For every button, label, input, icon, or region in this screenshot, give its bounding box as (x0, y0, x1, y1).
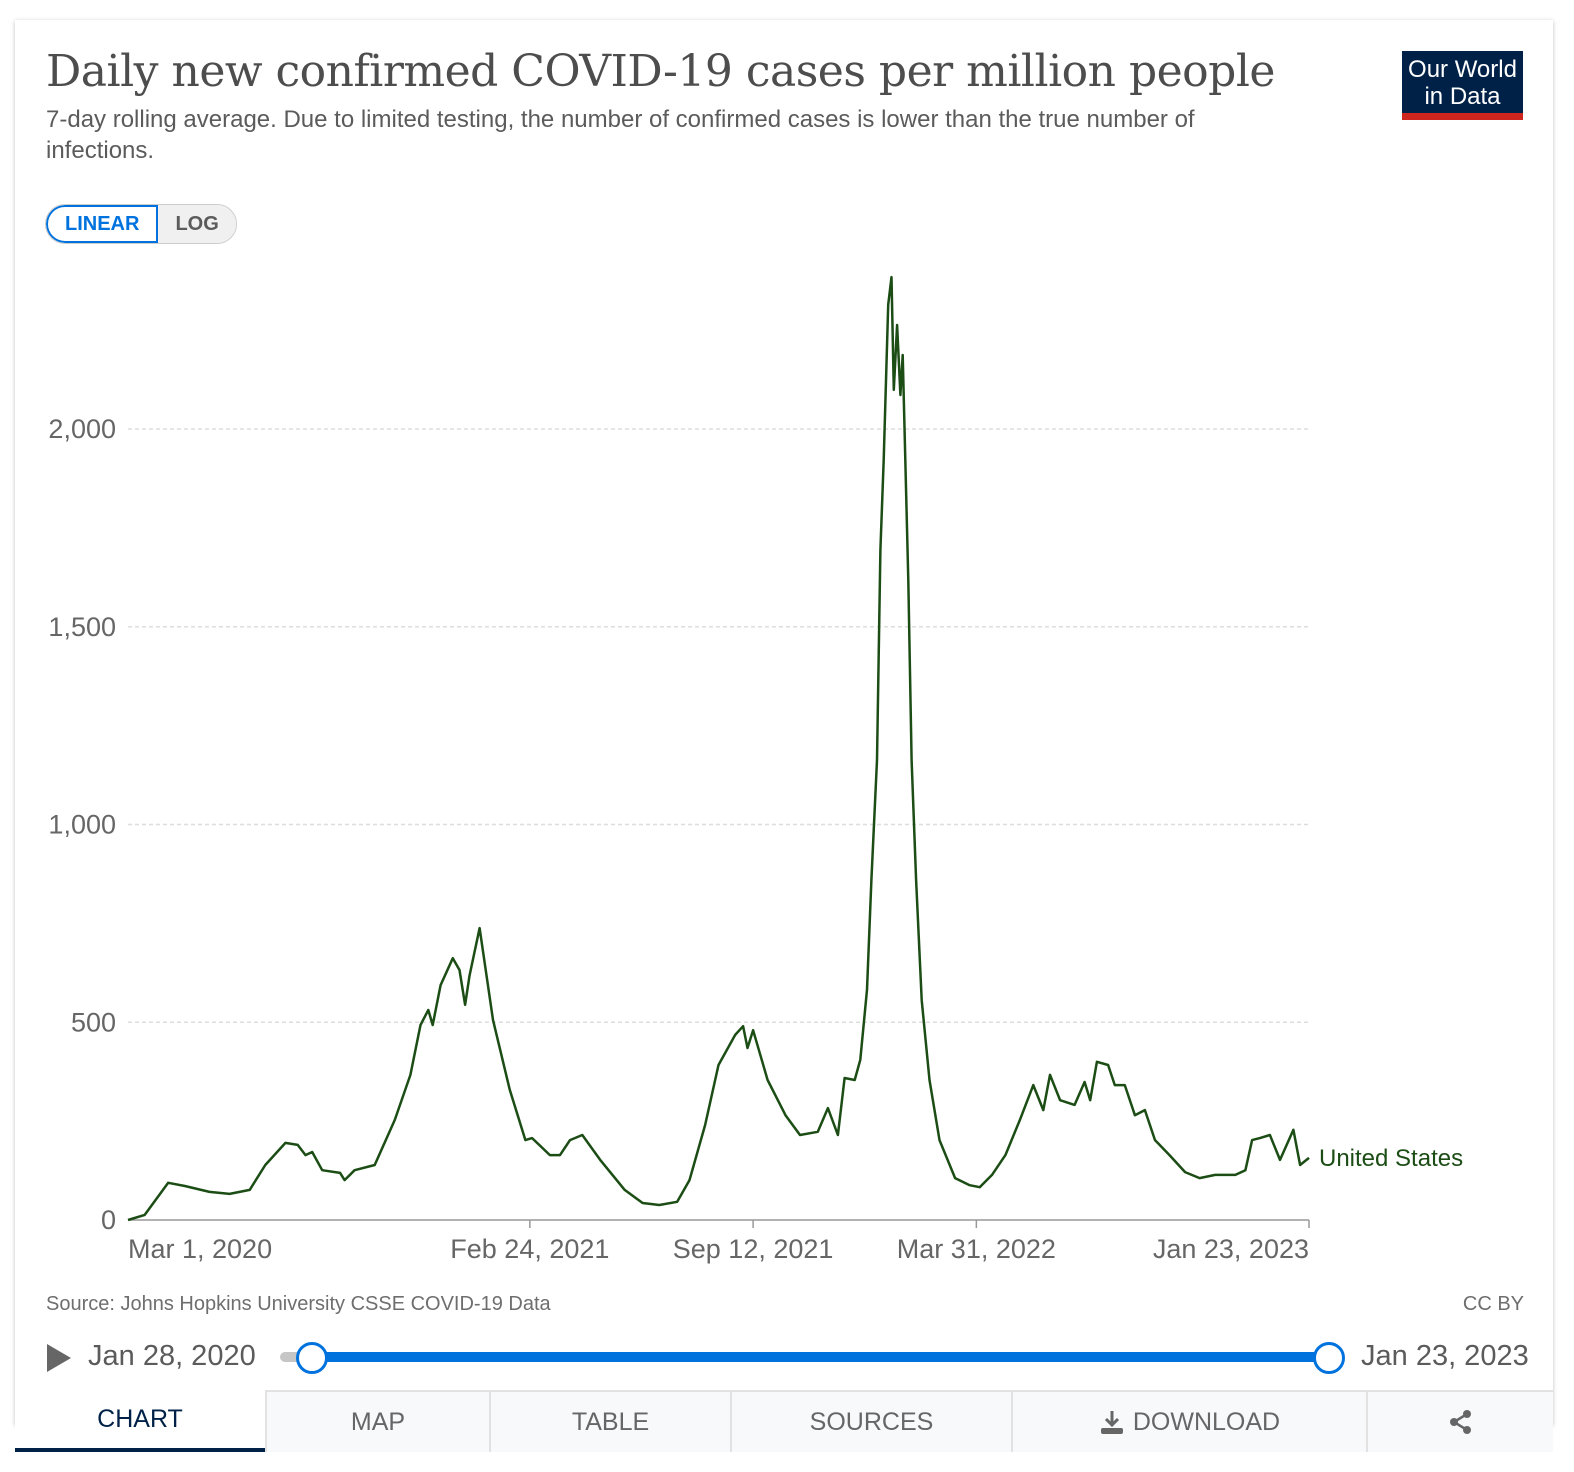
x-tick-label: Jan 23, 2023 (1153, 1234, 1309, 1264)
x-tick-label: Feb 24, 2021 (450, 1234, 609, 1264)
source-note[interactable]: Source: Johns Hopkins University CSSE CO… (46, 1293, 551, 1315)
tab-label: TABLE (571, 1407, 650, 1436)
owid-logo[interactable]: Our World in Data (1402, 51, 1523, 120)
x-tick-label: Mar 1, 2020 (128, 1234, 272, 1264)
series-label: United States (1319, 1145, 1463, 1172)
y-tick-label: 2,000 (48, 414, 116, 444)
timeline-start-date: Jan 28, 2020 (88, 1340, 256, 1372)
tab-label: SOURCES (809, 1407, 934, 1436)
tab-bar: CHART MAP TABLE SOURCES DOWNLOAD (15, 1390, 1553, 1452)
y-tick-label: 1,000 (48, 810, 116, 840)
x-tick-label: Mar 31, 2022 (897, 1234, 1056, 1264)
tab-share[interactable] (1366, 1390, 1553, 1452)
logo-line: Our World (1408, 56, 1517, 83)
tab-map[interactable]: MAP (265, 1390, 489, 1452)
linear-button[interactable]: LINEAR (46, 205, 159, 243)
tab-table[interactable]: TABLE (489, 1390, 730, 1452)
timeline-end-date: Jan 23, 2023 (1361, 1340, 1529, 1372)
y-tick-label: 500 (71, 1007, 116, 1037)
tab-label: MAP (350, 1407, 406, 1436)
y-tick-label: 1,500 (48, 612, 116, 642)
tab-label: CHART (97, 1404, 183, 1433)
scale-toggle: LINEAR LOG (45, 204, 237, 244)
download-icon (1100, 1411, 1123, 1434)
chart-title: Daily new confirmed COVID-19 cases per m… (46, 46, 1275, 97)
timeline-selected-range (311, 1352, 1329, 1362)
license[interactable]: CC BY (1462, 1293, 1524, 1315)
tab-sources[interactable]: SOURCES (730, 1390, 1011, 1452)
share-icon (1449, 1410, 1471, 1434)
y-tick-label: 0 (101, 1205, 116, 1235)
tab-label: DOWNLOAD (1132, 1407, 1281, 1436)
timeline-start-handle[interactable] (296, 1342, 328, 1374)
log-button[interactable]: LOG (158, 205, 236, 243)
series-line-united-states (127, 275, 1310, 1222)
logo-line: in Data (1424, 83, 1501, 110)
x-tick-label: Sep 12, 2021 (673, 1234, 834, 1264)
tab-download[interactable]: DOWNLOAD (1011, 1390, 1366, 1452)
chart-subtitle: 7-day rolling average. Due to limited te… (46, 106, 1195, 164)
play-icon[interactable] (47, 1344, 71, 1372)
chart-card (15, 20, 1553, 1425)
timeline-end-handle[interactable] (1313, 1342, 1345, 1374)
tab-chart[interactable]: CHART (15, 1390, 265, 1452)
